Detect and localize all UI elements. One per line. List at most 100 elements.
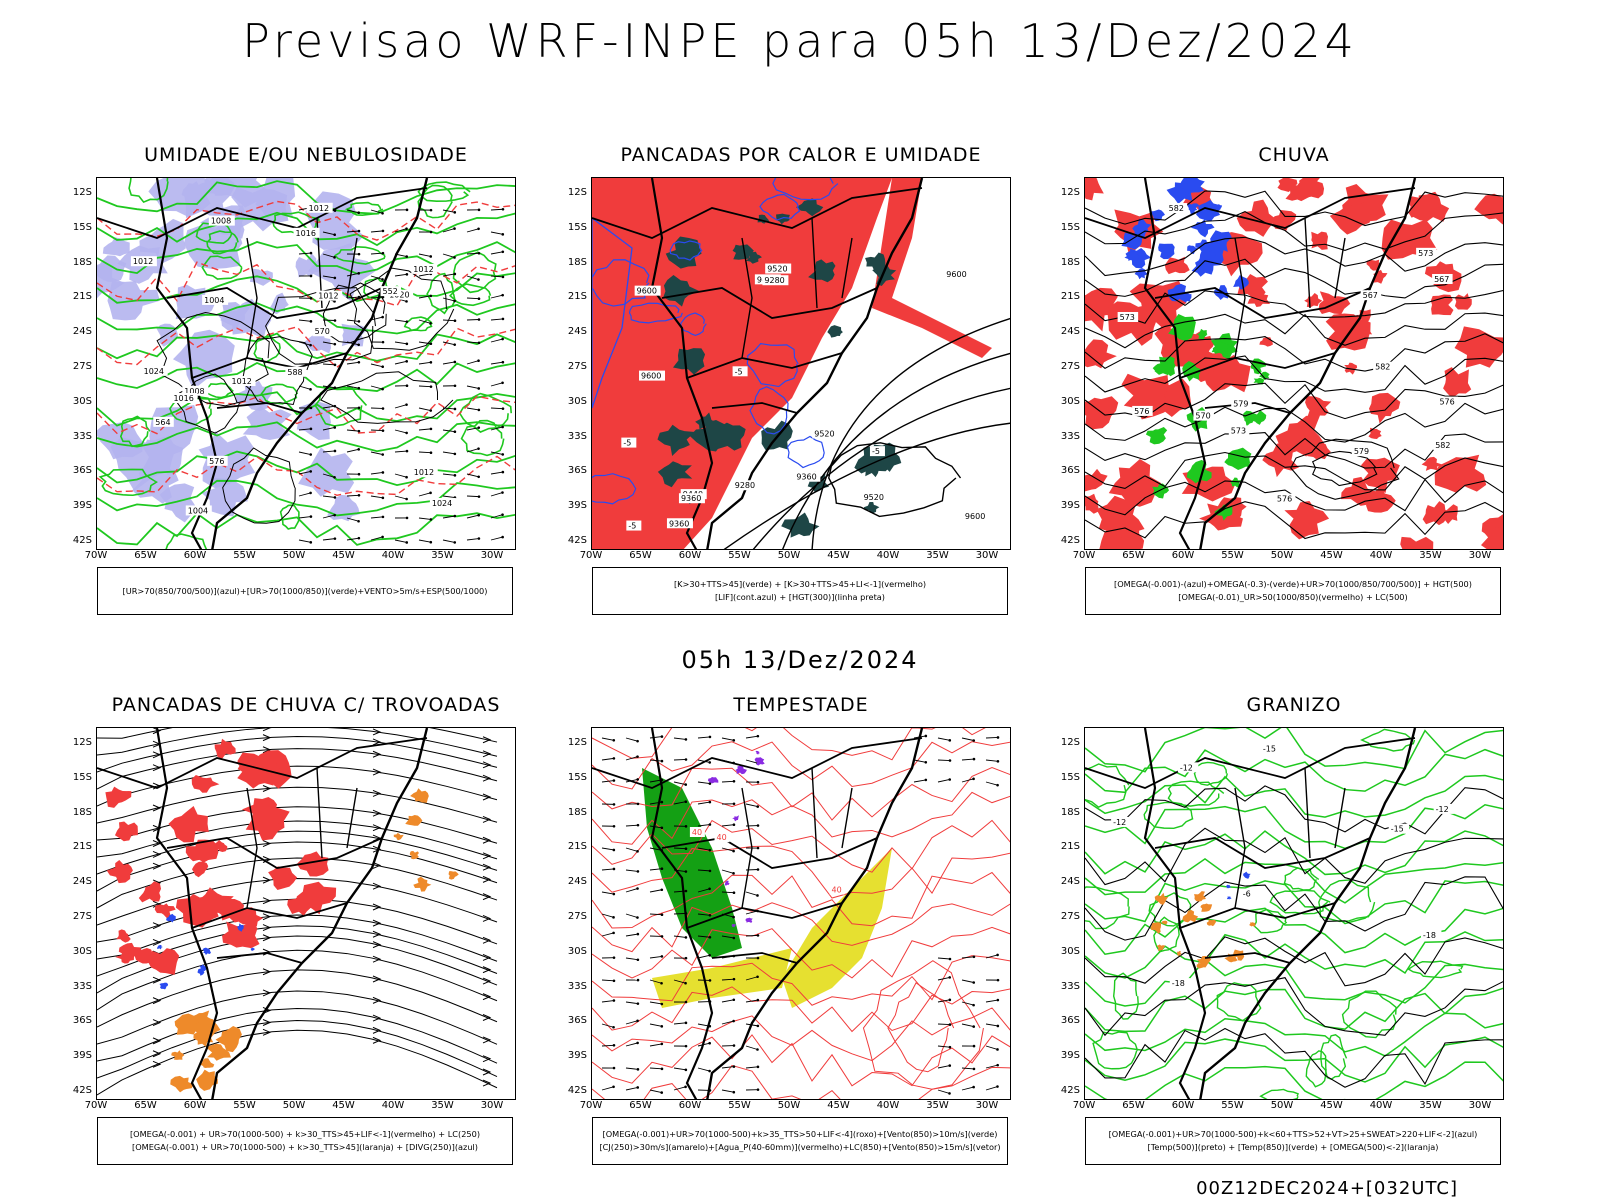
latitude-tick-label: 36S (1060, 465, 1080, 477)
contour-label: -6 (1243, 890, 1251, 899)
panel-title: PANCADAS DE CHUVA C/ TROVOADAS (111, 694, 501, 716)
wind-vector (673, 847, 687, 850)
streamline (97, 765, 498, 807)
wind-vector (370, 429, 384, 432)
contour-label-bg (285, 366, 306, 377)
contour-label-bg (639, 370, 666, 381)
divergence-area-blue (159, 982, 169, 990)
streamline-arrow (482, 761, 492, 769)
rain-area-green (1230, 477, 1242, 488)
streamline-arrow (372, 738, 382, 746)
pressure-contour (176, 373, 240, 434)
rain-area-blue (1187, 245, 1199, 255)
wind-vector (442, 473, 455, 476)
wind-vector-head (612, 1066, 616, 1070)
wind-vector-head (660, 1091, 664, 1094)
wind-vector-head (477, 297, 481, 301)
wind-vector (370, 296, 383, 299)
wind-vector-head (660, 913, 664, 917)
wind-vector (649, 759, 662, 762)
wind-vector (625, 933, 638, 937)
rain-area-red (1298, 178, 1320, 188)
wind-vector (721, 1089, 734, 1093)
wind-vector (985, 999, 998, 1003)
humidity-contour-green (97, 302, 515, 335)
wind-vector-head (708, 913, 712, 917)
latitude-tick-label: 33S (1060, 980, 1080, 992)
rain-area-red (1121, 373, 1173, 420)
state-border (191, 902, 348, 929)
wind-vector-head (405, 541, 409, 544)
contour-label-bg (1169, 978, 1191, 989)
wind-vector (298, 428, 311, 431)
instability-area-green (732, 244, 754, 260)
longitude-tick-label: 65W (1122, 550, 1145, 561)
precipitable-water-contour (592, 1007, 1010, 1062)
latitude-tick-label: 12S (567, 737, 587, 748)
wind-vector-head (477, 495, 481, 498)
wind-vector-head (357, 448, 360, 451)
contour-label: 9520 (864, 493, 884, 502)
latitude-tick-label: 33S (567, 980, 587, 992)
wind-vector (322, 319, 336, 321)
latitude-tick-label: 42S (72, 535, 92, 546)
longitude-tick-label: 65W (1122, 1100, 1145, 1111)
instability-area-green (781, 512, 820, 538)
wind-vector (490, 407, 504, 410)
wind-vector-head (405, 208, 409, 212)
contour-label-bg (762, 275, 789, 286)
contour-label-bg (293, 227, 320, 238)
contour-label-bg (185, 505, 212, 516)
divergence-area-blue (199, 964, 207, 972)
temperature-850-contour (1318, 879, 1376, 923)
wind-vector-head (501, 293, 504, 297)
longitude-tick-label: 45W (827, 1100, 850, 1111)
wind-vector (961, 737, 974, 741)
wind-vector (697, 888, 710, 893)
streamline-arrow (262, 989, 272, 997)
state-border (1085, 737, 1416, 789)
lifted-index-contour (786, 435, 825, 469)
wind-vector (466, 275, 479, 280)
streamline-arrow (482, 863, 492, 871)
contour-label: 1012 (309, 204, 329, 213)
temperature-850-contour (1407, 960, 1464, 979)
rain-area-red (1360, 457, 1400, 493)
wind-vector (937, 1023, 951, 1026)
wind-vector (490, 208, 504, 211)
temperature-850-contour (1283, 867, 1320, 891)
wind-vector (466, 360, 479, 365)
pressure-contour (222, 447, 296, 524)
lifted-index-contour (592, 217, 633, 409)
streamline-arrow (482, 915, 492, 922)
wind-vector-head (660, 759, 664, 763)
panel-title: UMIDADE E/OU NEBULOSIDADE (144, 144, 468, 166)
wind-vector (697, 736, 710, 739)
contour-label: 1008 (184, 387, 204, 396)
longitude-tick-label: 55W (233, 1100, 256, 1111)
height-contour-300hpa (782, 352, 1010, 549)
contour-label: 9600 (965, 512, 985, 521)
panel-legend: [OMEGA(-0.001)+UR>70(1000-500)+k>35_TTS>… (592, 1117, 1008, 1165)
wind-vector-head (732, 1019, 735, 1023)
omega-area-orange (1150, 922, 1162, 934)
streamline-arrow (372, 824, 382, 832)
wind-vector-head (684, 758, 688, 761)
streamline-arrow (152, 804, 162, 812)
wind-vector-head (612, 1085, 615, 1089)
wind-vector (322, 275, 335, 279)
wind-vector-head (948, 1064, 952, 1067)
wind-vector (937, 1065, 950, 1069)
humidity-contour-green (260, 383, 299, 405)
wind-vector (745, 1045, 758, 1050)
wind-vector-head (429, 409, 433, 412)
temperature-500-contour (1085, 1027, 1503, 1088)
latitude-tick-label: 21S (567, 291, 587, 303)
latitude-tick-label: 39S (567, 500, 587, 512)
temperature-850-contour (1153, 916, 1180, 953)
wind-vector (298, 539, 311, 543)
panel-legend: [OMEGA(-0.001)+UR>70(1000-500)+k<60+TTS>… (1085, 1117, 1501, 1165)
contour-label-bg (944, 268, 971, 279)
wind-vector-head (309, 297, 313, 300)
temperature-850-contour (1085, 748, 1503, 794)
